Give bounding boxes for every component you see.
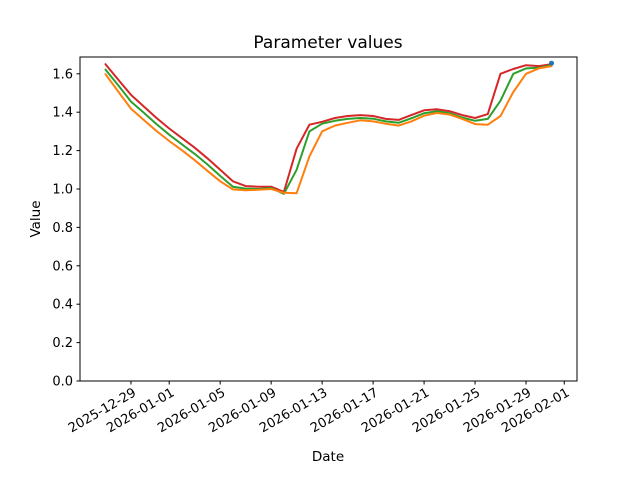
y-axis-label: Value bbox=[28, 200, 44, 237]
green-line bbox=[104, 64, 553, 195]
red-line bbox=[104, 63, 553, 193]
x-axis-label: Date bbox=[312, 449, 344, 465]
orange-line bbox=[104, 65, 553, 195]
plot-lines bbox=[104, 63, 553, 195]
y-tick-label: 1.4 bbox=[52, 106, 73, 121]
y-tick-label: 1.6 bbox=[52, 67, 73, 82]
plot-area-border bbox=[79, 56, 578, 382]
y-tick-label: 0.2 bbox=[52, 336, 73, 351]
y-tick-label: 0.4 bbox=[52, 298, 73, 313]
y-tick-label: 1.0 bbox=[52, 183, 73, 198]
endpoint-marker bbox=[549, 60, 554, 66]
chart-title: Parameter values bbox=[253, 33, 402, 53]
y-tick-label: 0.6 bbox=[52, 259, 73, 274]
endpoint-marker-group bbox=[549, 60, 554, 66]
y-tick-label: 0.0 bbox=[52, 375, 73, 390]
y-tick-label: 0.8 bbox=[52, 221, 73, 236]
y-axis-ticks: 0.0 0.2 0.4 0.6 0.8 1.0 1.2 1.4 1.6 bbox=[52, 67, 80, 390]
y-tick-label: 1.2 bbox=[52, 144, 73, 159]
x-axis-ticks: 2025-12-292026-01-012026-01-052026-01-09… bbox=[66, 381, 572, 436]
